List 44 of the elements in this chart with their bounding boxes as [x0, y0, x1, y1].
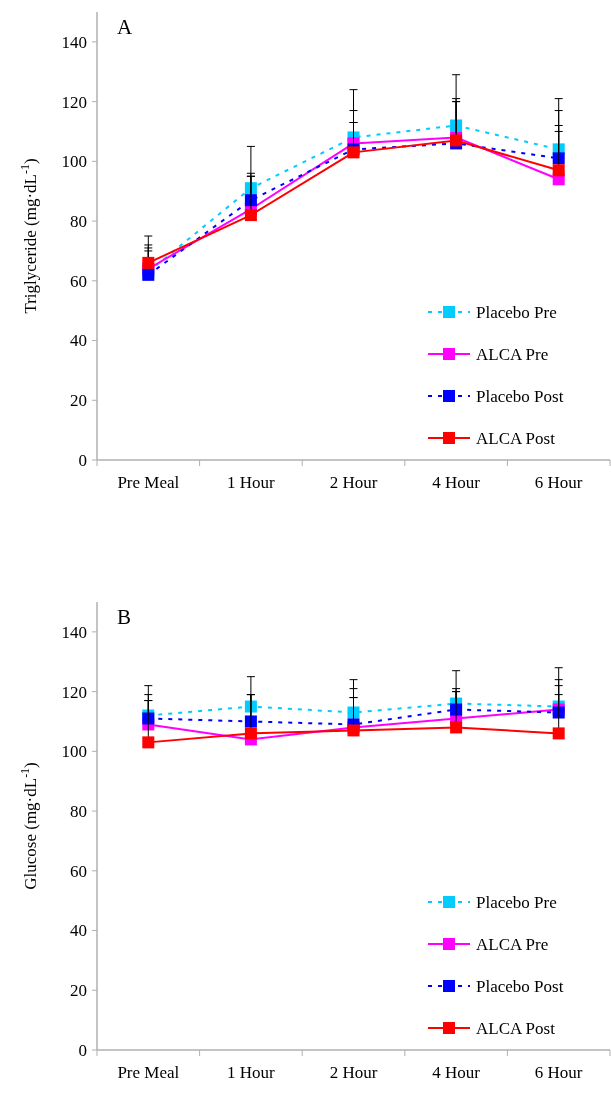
- point: [244, 209, 257, 222]
- y-tick-label: 120: [61, 92, 87, 112]
- x-tick-label: Pre Meal: [117, 1063, 180, 1082]
- x-tick-label: 2 Hour: [329, 473, 378, 492]
- point: [142, 736, 155, 749]
- point: [552, 152, 565, 165]
- y-tick-label: 20: [70, 391, 87, 411]
- y-tick-label: 80: [70, 802, 87, 822]
- y-tick-label: 120: [61, 682, 87, 702]
- y-tick-label: 0: [78, 450, 87, 470]
- x-tick-label: 1 Hour: [227, 473, 276, 492]
- chart-title: B: [117, 605, 132, 629]
- y-tick-label: 100: [61, 742, 87, 762]
- y-tick-label: 0: [78, 1040, 87, 1060]
- y-tick-label: 140: [61, 622, 87, 642]
- legend-label: ALCA Pre: [476, 344, 549, 364]
- y-tick-label: 80: [70, 212, 87, 232]
- chart-title: A: [117, 15, 133, 39]
- legend-label: ALCA Post: [476, 1018, 556, 1038]
- x-tick-label: 6 Hour: [534, 1063, 583, 1082]
- point: [244, 727, 257, 740]
- y-tick-label: 60: [70, 271, 87, 291]
- y-tick-label: 140: [61, 32, 87, 52]
- legend-label: Placebo Pre: [476, 302, 557, 322]
- y-tick-label: 20: [70, 981, 87, 1001]
- point: [450, 721, 463, 734]
- x-tick-label: 2 Hour: [329, 1063, 378, 1082]
- y-tick-label: 60: [70, 861, 87, 881]
- y-tick-label: 100: [61, 152, 87, 172]
- x-tick-label: 4 Hour: [432, 1063, 481, 1082]
- point: [142, 256, 155, 269]
- legend-label: Placebo Post: [476, 386, 564, 406]
- x-tick-label: 6 Hour: [534, 473, 583, 492]
- x-tick-label: 4 Hour: [432, 473, 481, 492]
- x-tick-label: Pre Meal: [117, 473, 180, 492]
- legend-label: ALCA Post: [476, 428, 556, 448]
- point: [552, 727, 565, 740]
- y-tick-label: 40: [70, 921, 87, 941]
- x-tick-label: 1 Hour: [227, 1063, 276, 1082]
- y-tick-label: 40: [70, 331, 87, 351]
- point: [552, 164, 565, 177]
- legend-label: Placebo Post: [476, 976, 564, 996]
- legend-label: ALCA Pre: [476, 934, 549, 954]
- legend-label: Placebo Pre: [476, 892, 557, 912]
